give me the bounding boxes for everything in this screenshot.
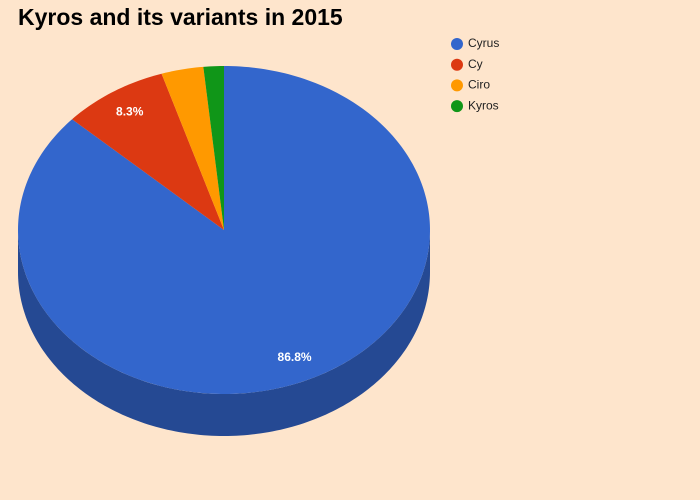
legend-text: Ciro (468, 78, 490, 92)
legend-marker (451, 38, 463, 50)
legend-marker (451, 58, 463, 71)
value-label: 8.3% (116, 105, 144, 119)
legend-marker (451, 79, 463, 92)
pie-slice (161, 66, 224, 230)
value-label: 86.8% (278, 350, 312, 364)
legend-text: Cyrus (468, 36, 499, 50)
pie-slice (203, 66, 224, 230)
legend-text: Cy (468, 57, 483, 71)
pie-side (18, 230, 430, 436)
pie-slice (18, 66, 430, 394)
chart-title: Kyros and its variants in 2015 (18, 4, 343, 30)
pie-slice (72, 73, 224, 231)
legend-marker (451, 100, 463, 113)
legend-text: Kyros (468, 98, 499, 112)
